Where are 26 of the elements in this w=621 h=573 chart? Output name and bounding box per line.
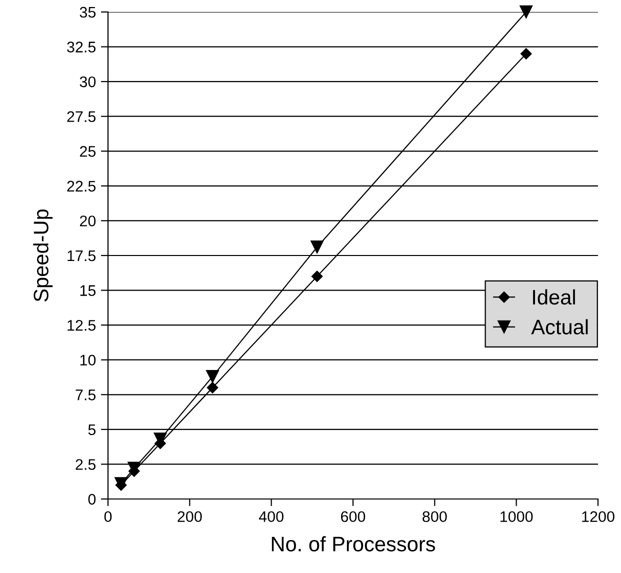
x-tick-label: 800 — [422, 511, 447, 522]
y-axis-title: Speed-Up — [33, 209, 53, 302]
x-tick-label: 600 — [341, 511, 366, 522]
x-tick-label: 200 — [178, 511, 202, 522]
y-tick-label: 0 — [88, 494, 96, 505]
legend-label: Ideal — [533, 289, 575, 305]
y-tick-label: 32.5 — [67, 42, 96, 52]
y-tick-label: 17.5 — [68, 250, 96, 262]
y-tick-label: 20 — [80, 216, 96, 226]
y-tick-label: 10 — [80, 354, 96, 366]
y-tick-label: 7.5 — [76, 390, 96, 400]
x-tick-label: 1000 — [500, 511, 533, 522]
y-tick-label: 35 — [80, 6, 96, 18]
y-tick-label: 2.5 — [76, 459, 96, 470]
x-tick-label: 1200 — [582, 511, 614, 522]
x-tick-label: 400 — [258, 511, 284, 522]
y-tick-label: 12.5 — [68, 320, 96, 331]
y-tick-label: 25 — [80, 146, 96, 157]
y-tick-label: 5 — [88, 424, 96, 436]
y-tick-label: 15 — [80, 285, 96, 296]
y-tick-label: 22.5 — [67, 180, 96, 192]
x-axis-title: No. of Processors — [272, 536, 436, 552]
x-tick-label: 0 — [104, 511, 112, 522]
y-tick-label: 27.5 — [67, 111, 96, 122]
legend-label: Actual — [531, 319, 588, 334]
y-tick-label: 30 — [80, 76, 96, 88]
